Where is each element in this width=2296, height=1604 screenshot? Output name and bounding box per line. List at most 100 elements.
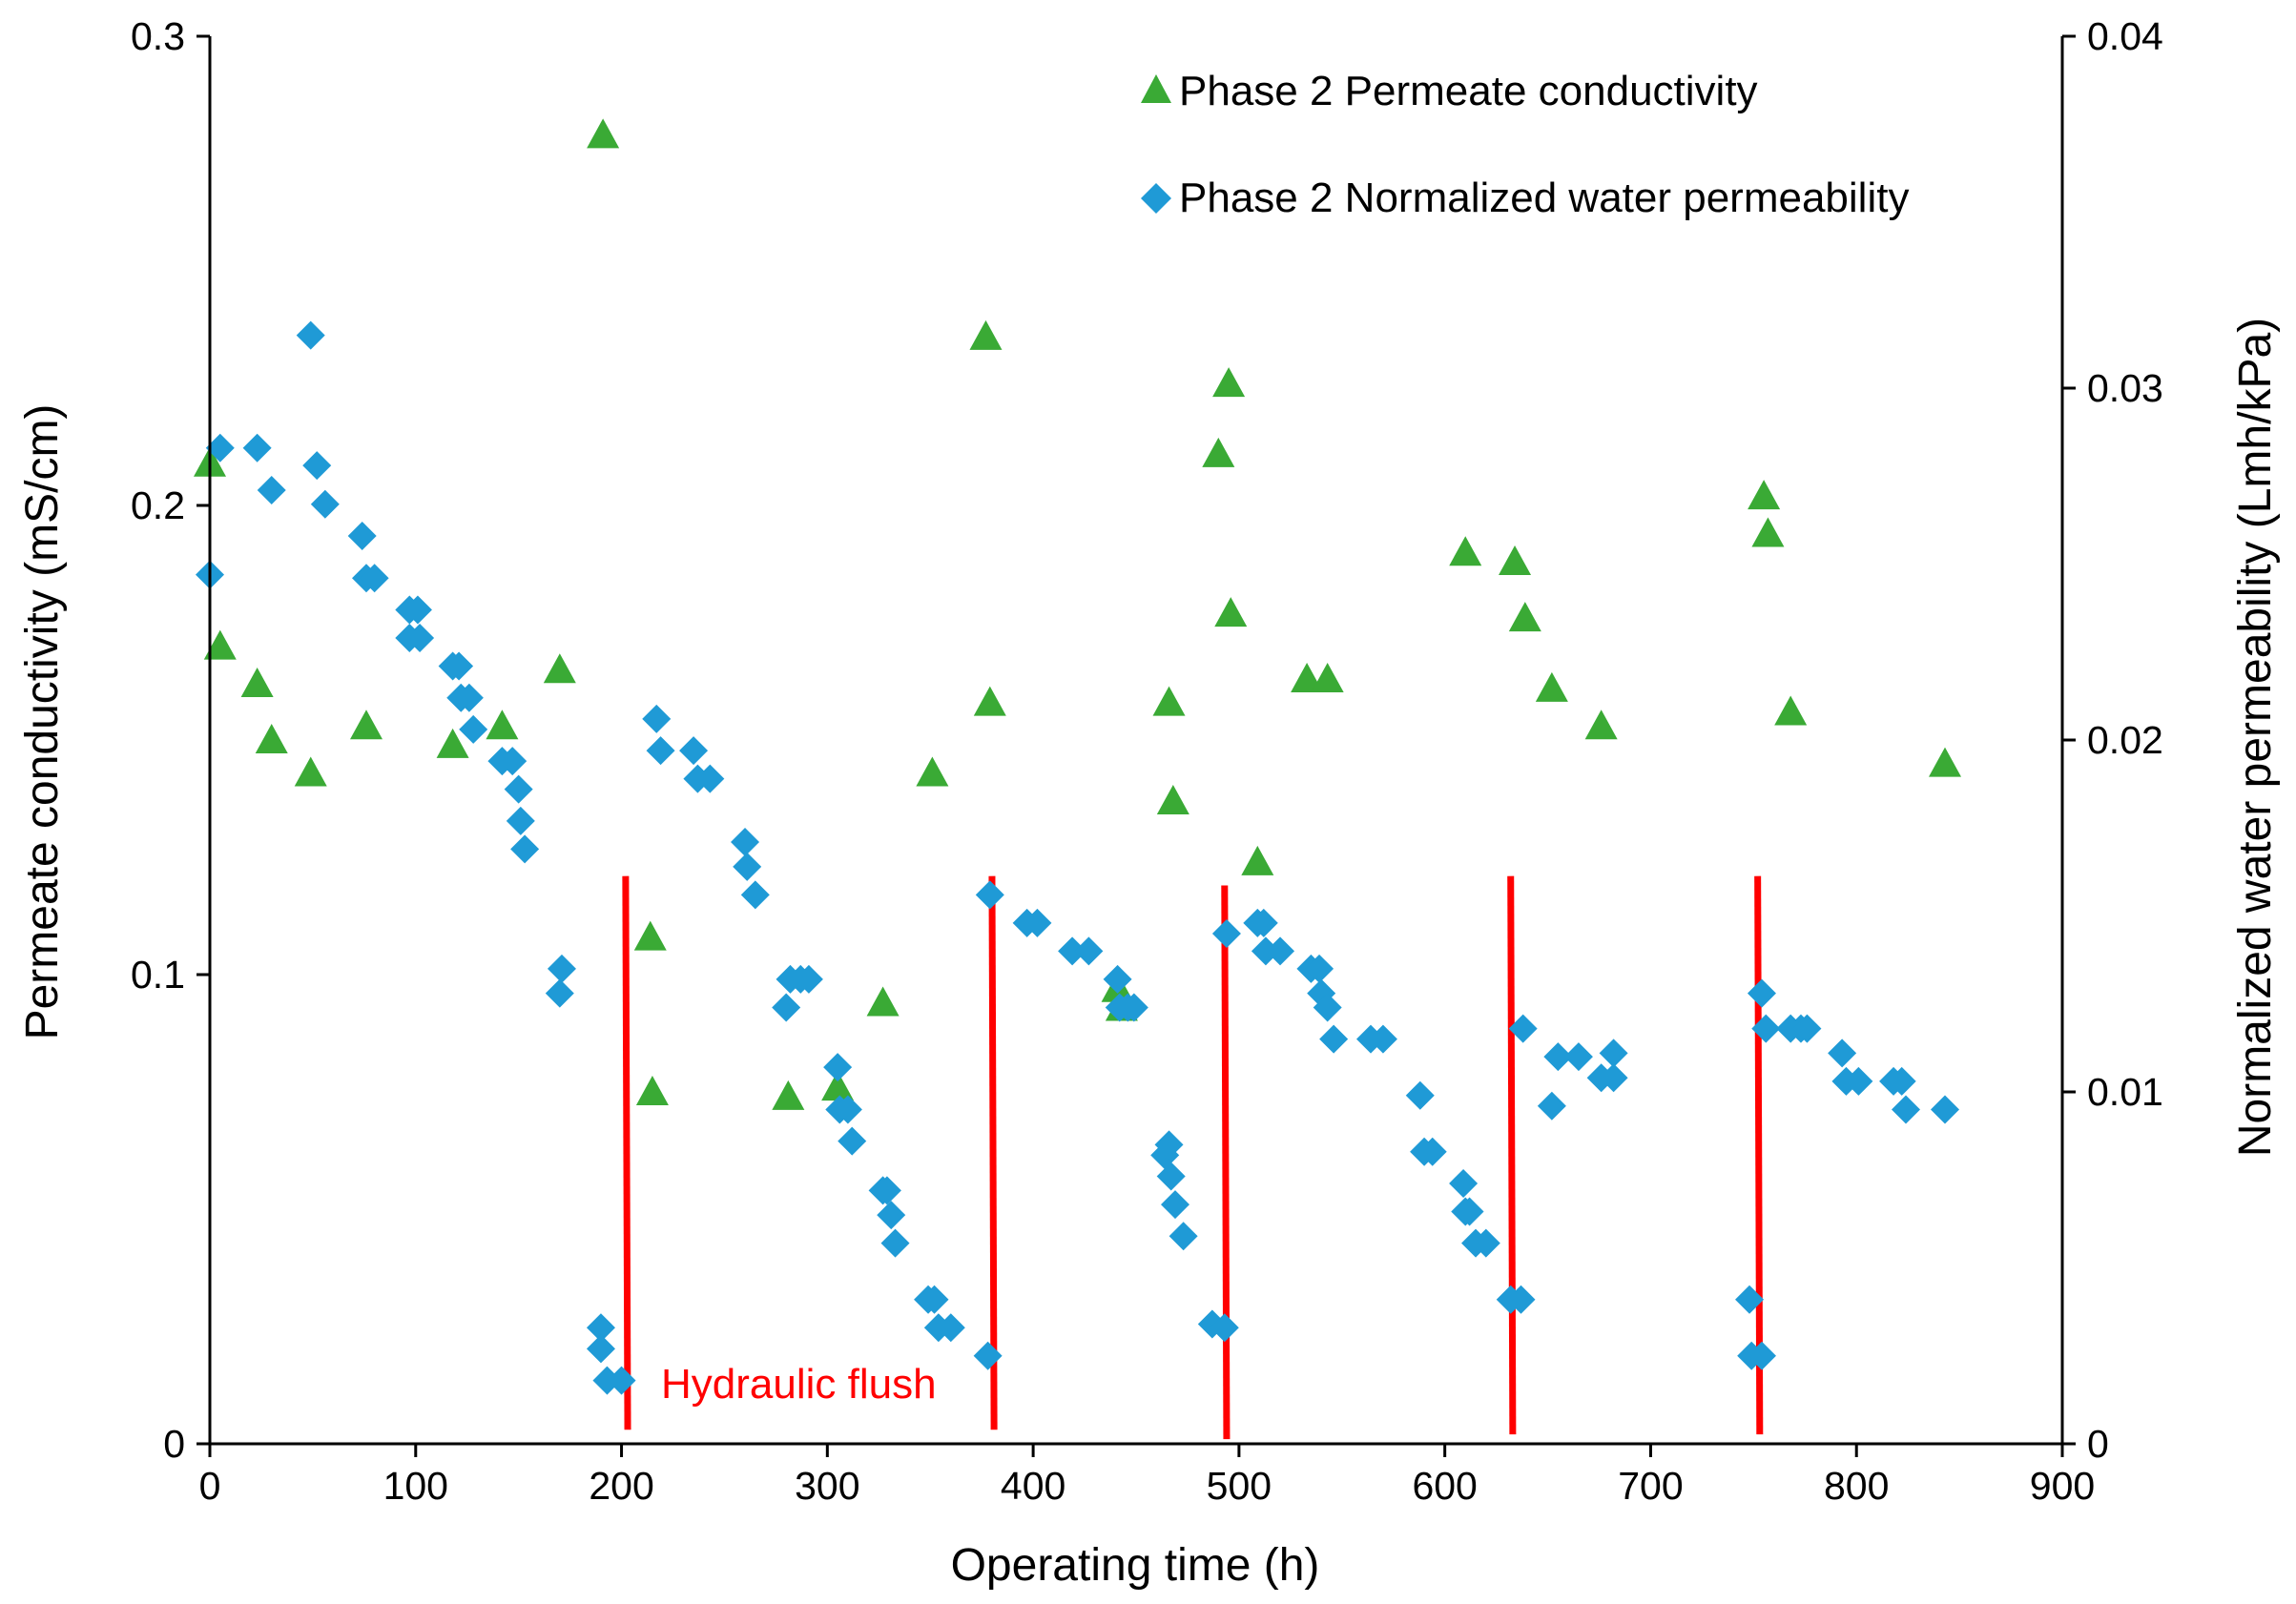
permeability-point — [1417, 1137, 1447, 1166]
conductivity-point — [1152, 686, 1186, 716]
conductivity-point — [1584, 709, 1618, 740]
hydraulic-flush-line — [1507, 875, 1517, 1435]
permeability-point — [1747, 978, 1776, 1008]
conductivity-point — [1748, 480, 1781, 510]
permeability-point — [242, 433, 272, 463]
permeability-point — [1210, 1313, 1239, 1343]
x-tick-label: 200 — [589, 1464, 653, 1508]
permeability-point — [1368, 1024, 1397, 1054]
permeability-point — [1751, 1014, 1781, 1043]
permeability-point — [459, 714, 488, 744]
permeability-point — [833, 1095, 862, 1124]
permeability-point — [1211, 918, 1241, 948]
permeability-point — [1747, 1341, 1776, 1370]
permeability-point — [1405, 1080, 1435, 1110]
permeability-point — [1844, 1066, 1873, 1096]
permeability-point — [504, 774, 533, 804]
flush-annotation: Hydraulic flush — [661, 1361, 937, 1408]
permeability-point — [1735, 1285, 1765, 1314]
permeability-point — [1160, 1190, 1189, 1220]
axes — [197, 34, 2076, 1457]
y-left-tick-label: 0.1 — [131, 953, 185, 997]
permeability-point — [1537, 1091, 1566, 1121]
y-left-tick-label: 0 — [163, 1422, 185, 1466]
conductivity-point — [1774, 695, 1808, 726]
conductivity-point — [1449, 536, 1482, 566]
permeability-point — [510, 834, 540, 864]
x-tick-label: 800 — [1824, 1464, 1889, 1508]
conductivity-point — [635, 1076, 669, 1105]
permeability-point — [823, 1053, 853, 1082]
conductivity-point — [1202, 437, 1235, 467]
permeability-point — [1449, 1168, 1479, 1198]
permeability-point — [695, 764, 725, 793]
conductivity-point — [1291, 663, 1324, 693]
conductivity-point — [349, 709, 383, 740]
permeability-point — [498, 747, 527, 776]
hydraulic-flush-line — [1754, 875, 1764, 1435]
conductivity-point — [587, 118, 620, 149]
legend-label-permeability: Phase 2 Normalized water permeability — [1179, 175, 1909, 221]
permeability-point — [1455, 1197, 1484, 1226]
y-right-tick-label: 0 — [2087, 1422, 2109, 1466]
y-left-tick-label: 0.2 — [131, 483, 185, 527]
permeability-point — [731, 828, 760, 857]
permeability-point — [403, 595, 432, 625]
conductivity-point — [1156, 784, 1189, 814]
permeability-point — [877, 1201, 906, 1230]
y-right-tick-label: 0.03 — [2087, 366, 2163, 410]
conductivity-point — [969, 319, 1003, 350]
conductivity-point — [294, 756, 327, 787]
y-right-axis-title: Normalized water permeability (Lmh/kPa) — [2230, 318, 2281, 1157]
conductivity-point — [1535, 671, 1568, 702]
permeability-point — [545, 978, 574, 1008]
conductivity-point — [1214, 597, 1248, 627]
permeability-point — [872, 1176, 901, 1205]
conductivity-point — [543, 653, 576, 684]
permeability-point — [920, 1285, 949, 1314]
permeability-point — [296, 320, 325, 350]
permeability-point — [1023, 908, 1052, 937]
permeability-point — [642, 704, 672, 733]
conductivity-point — [1212, 367, 1246, 398]
permeability-point — [586, 1334, 615, 1364]
conductivity-point — [821, 1071, 855, 1101]
x-tick-label: 500 — [1207, 1464, 1272, 1508]
x-tick-label: 100 — [383, 1464, 448, 1508]
permeability-point — [973, 1341, 1003, 1370]
permeability-point — [347, 521, 377, 550]
conductivity-point — [772, 1080, 805, 1110]
permeability-point — [1892, 1095, 1921, 1124]
permeability-point — [1249, 908, 1278, 937]
legend-diamond-icon — [1141, 183, 1171, 214]
y-left-axis-title: Permeate conductivity (mS/cm) — [17, 404, 68, 1040]
y-right-tick-label: 0.01 — [2087, 1070, 2163, 1114]
x-tick-label: 0 — [199, 1464, 221, 1508]
permeability-point — [1792, 1014, 1822, 1043]
permeability-point — [1103, 964, 1132, 994]
permeability-point — [1156, 1162, 1186, 1191]
conductivity-point — [866, 986, 900, 1017]
hydraulic-flush-lines — [622, 875, 1764, 1440]
conductivity-point — [255, 724, 288, 753]
permeability-point — [1169, 1222, 1198, 1251]
x-tick-label: 700 — [1618, 1464, 1683, 1508]
permeability-point — [975, 880, 1004, 910]
permeability-point — [679, 736, 709, 766]
conductivity-point — [1929, 747, 1962, 777]
permeability-point — [1058, 936, 1087, 966]
conductivity-point — [916, 756, 949, 787]
permeability-point — [405, 623, 435, 652]
x-tick-label: 600 — [1412, 1464, 1477, 1508]
tick-labels: 0 100 200 300 400 500 600 700 800 90000.10.20.300… — [131, 14, 2163, 1508]
permeability-point — [302, 451, 332, 481]
x-axis-title: Operating time (h) — [951, 1540, 1320, 1591]
x-tick-label: 300 — [795, 1464, 859, 1508]
permeability-point — [1563, 1042, 1593, 1072]
permeability-point — [1931, 1095, 1960, 1124]
permeability-point — [360, 564, 389, 593]
x-tick-label: 900 — [2030, 1464, 2095, 1508]
permeability-point — [586, 1313, 615, 1343]
permeability-point — [936, 1313, 965, 1343]
hydraulic-flush-line — [622, 875, 631, 1430]
